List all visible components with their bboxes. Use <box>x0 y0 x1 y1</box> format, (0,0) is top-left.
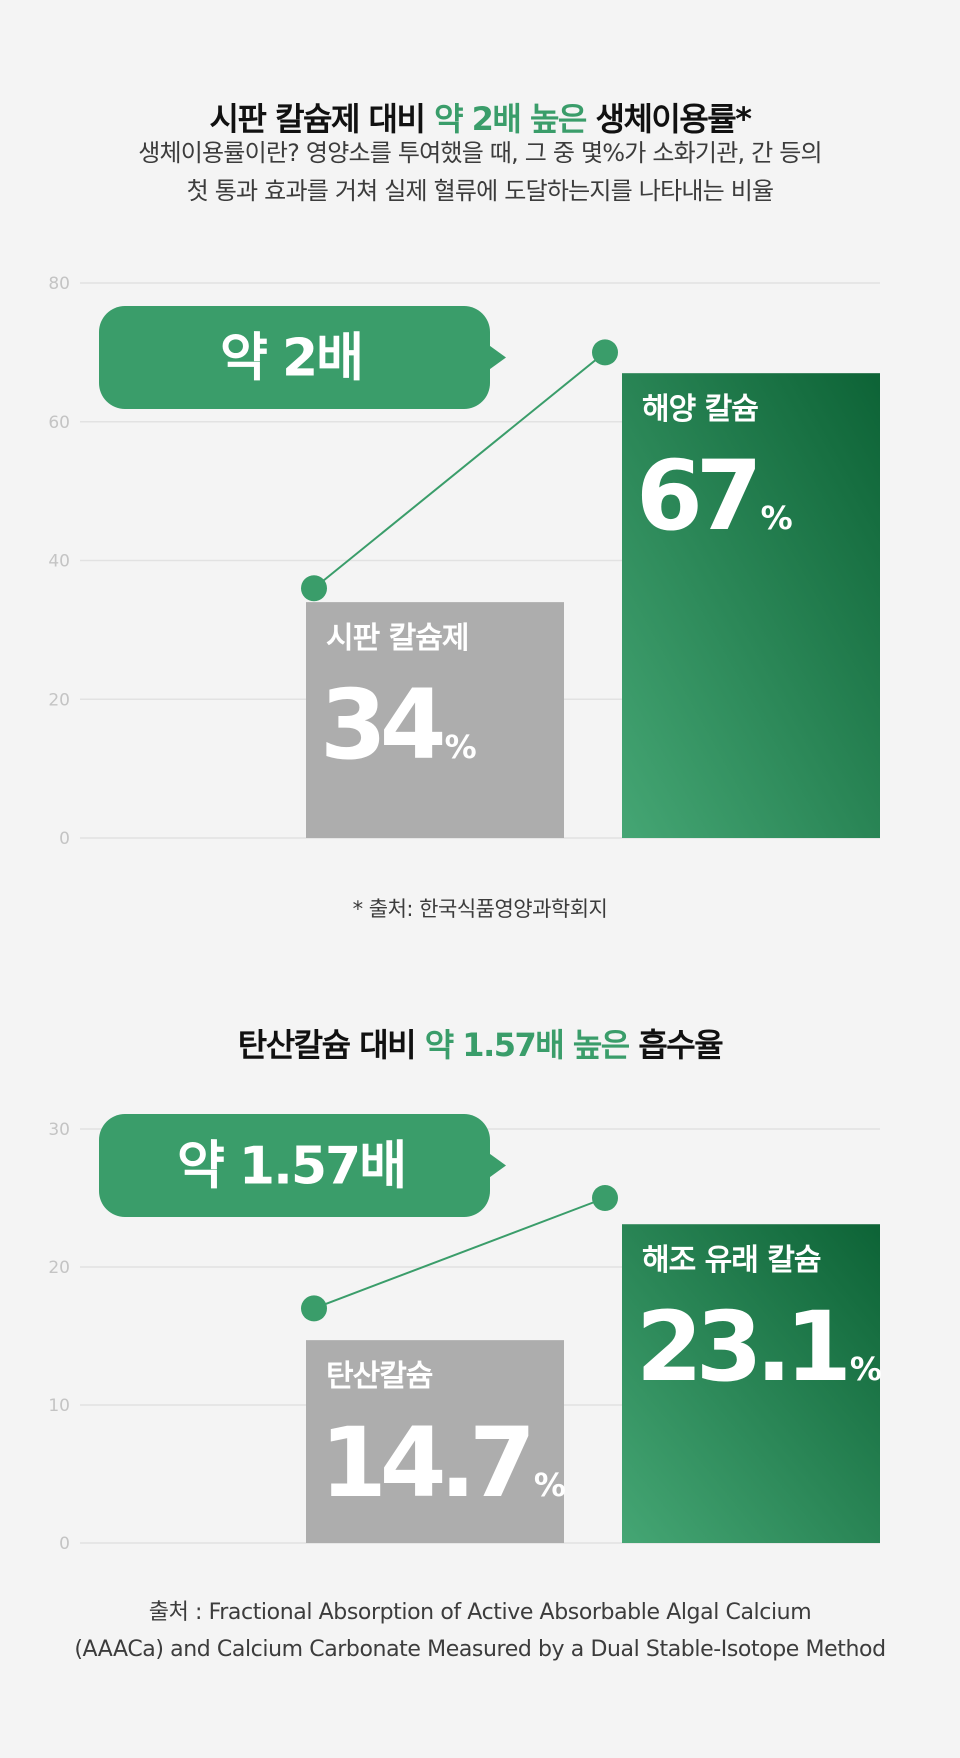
absorption-title: 탄산칼슘 대비 약 1.57배 높은 흡수율 <box>0 1020 960 1066</box>
y-tick-label: 0 <box>59 1534 70 1554</box>
y-tick-label: 30 <box>48 1120 70 1140</box>
trend-point <box>301 1295 327 1322</box>
bar-unit-label: % <box>761 499 793 537</box>
bar-category-label: 시판 칼슘제 <box>326 621 468 656</box>
bioavailability-chart: 0 20 40 60 80 시판 칼슘제 34 % 해양 칼슘 67 % 약 2배 <box>48 274 880 849</box>
title-prefix: 시판 칼슘제 대비 <box>209 100 435 138</box>
source-line: (AAACa) and Calcium Carbonate Measured b… <box>74 1637 886 1662</box>
bar-category-label: 해조 유래 칼슘 <box>642 1243 821 1278</box>
trend-point <box>592 339 618 366</box>
title-suffix: 생체이용률* <box>585 100 752 138</box>
y-tick-label: 20 <box>48 690 70 710</box>
callout-bubble <box>99 1114 490 1217</box>
callout-text: 약 1.57배 <box>177 1137 405 1197</box>
trend-point <box>592 1185 618 1211</box>
y-tick-label: 80 <box>48 274 70 294</box>
y-tick-label: 20 <box>48 1258 70 1278</box>
source-citation: 출처 : Fractional Absorption of Active Abs… <box>0 1594 960 1668</box>
description-line: 생체이용률이란? 영양소를 투여했을 때, 그 중 몇%가 소화기관, 간 등의 <box>138 139 822 167</box>
bioavailability-description: 생체이용률이란? 영양소를 투여했을 때, 그 중 몇%가 소화기관, 간 등의… <box>0 134 960 210</box>
bar-category-label: 해양 칼슘 <box>642 392 758 427</box>
bar-value-label: 67 <box>636 440 756 552</box>
ratio-callout: 약 2배 <box>99 306 506 409</box>
callout-pointer <box>488 1152 506 1179</box>
title-suffix: 흡수율 <box>628 1026 723 1064</box>
trend-line <box>313 351 606 590</box>
callout-bubble <box>99 306 490 409</box>
bar-unit-label: % <box>445 728 477 766</box>
trend-line <box>313 1197 606 1310</box>
trend-point <box>301 575 327 602</box>
ratio-callout: 약 1.57배 <box>99 1114 506 1217</box>
bar-value-label: 14.7 <box>320 1407 529 1519</box>
title-highlight: 약 2배 높은 <box>434 100 587 138</box>
bar-1 <box>306 1340 564 1543</box>
bar-category-label: 탄산칼슘 <box>326 1359 433 1394</box>
bar-2 <box>622 373 880 838</box>
bar-1 <box>306 602 564 838</box>
callout-pointer <box>488 344 506 371</box>
title-highlight: 약 1.57배 높은 <box>424 1026 631 1064</box>
source-note: * 출처: 한국식품영양과학회지 <box>352 897 608 921</box>
description-line: 첫 통과 효과를 거쳐 실제 혈류에 도달하는지를 나타내는 비율 <box>186 177 774 205</box>
bar-unit-label: % <box>850 1350 882 1388</box>
callout-text: 약 2배 <box>220 329 362 389</box>
bar-unit-label: % <box>534 1466 566 1504</box>
y-tick-label: 10 <box>48 1396 70 1416</box>
source-line: 출처 : Fractional Absorption of Active Abs… <box>148 1600 812 1625</box>
bar-2 <box>622 1224 880 1543</box>
y-tick-label: 60 <box>48 413 70 433</box>
title-prefix: 탄산칼슘 대비 <box>237 1026 425 1064</box>
bar-value-label: 34 <box>320 669 443 781</box>
bioavailability-title: 시판 칼슘제 대비 약 2배 높은 생체이용률* <box>0 94 960 140</box>
y-tick-label: 0 <box>59 829 70 849</box>
y-tick-label: 40 <box>48 552 70 572</box>
bar-value-label: 23.1 <box>636 1291 846 1403</box>
